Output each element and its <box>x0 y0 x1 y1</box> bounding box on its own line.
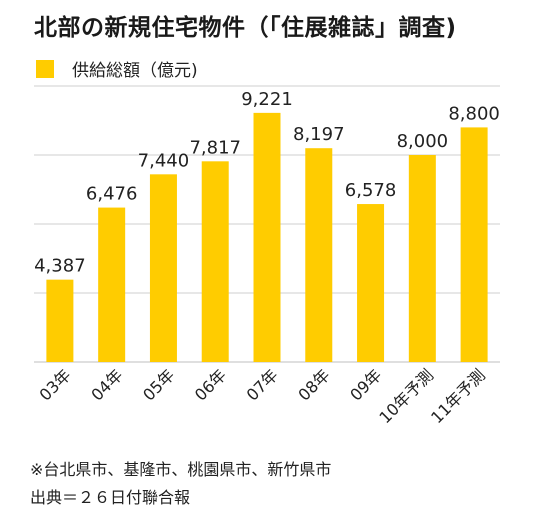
bar <box>305 148 333 362</box>
x-tick-label: 04年 <box>87 365 126 404</box>
data-label: 7,440 <box>138 150 190 171</box>
x-tick-label: 05年 <box>139 365 178 404</box>
data-label: 8,197 <box>293 124 345 145</box>
bar <box>98 207 126 362</box>
x-tick-label: 03年 <box>36 365 75 404</box>
data-label: 7,817 <box>189 137 241 158</box>
chart-title: 北部の新規住宅物件（「住展雑誌」調査) <box>34 15 457 41</box>
bar <box>408 155 436 362</box>
x-tick-label: 11年予測 <box>427 365 489 427</box>
bar <box>460 127 488 363</box>
data-label: 9,221 <box>241 89 293 110</box>
bar <box>149 174 177 362</box>
bar <box>201 161 229 362</box>
x-tick-label: 08年 <box>294 365 333 404</box>
note-source: 出典＝２６日付聯合報 <box>30 488 191 507</box>
data-label: 8,800 <box>448 103 500 124</box>
x-tick-label: 06年 <box>191 365 230 404</box>
legend: 供給総額（億元) <box>36 56 198 81</box>
x-tick-label: 10年予測 <box>375 365 437 427</box>
data-label: 4,387 <box>34 256 86 277</box>
data-label: 8,000 <box>397 131 449 152</box>
legend-label: 供給総額（億元) <box>72 61 198 81</box>
data-label: 6,578 <box>345 180 397 201</box>
legend-swatch <box>36 59 54 78</box>
x-tick-label: 09年 <box>346 365 385 404</box>
x-tick-label: 07年 <box>243 365 282 404</box>
bar <box>253 112 281 362</box>
bar <box>46 279 74 362</box>
data-label: 6,476 <box>86 184 138 205</box>
note-regions: ※台北県市、基隆市、桃園県市、新竹県市 <box>30 460 332 479</box>
bar <box>357 204 385 362</box>
